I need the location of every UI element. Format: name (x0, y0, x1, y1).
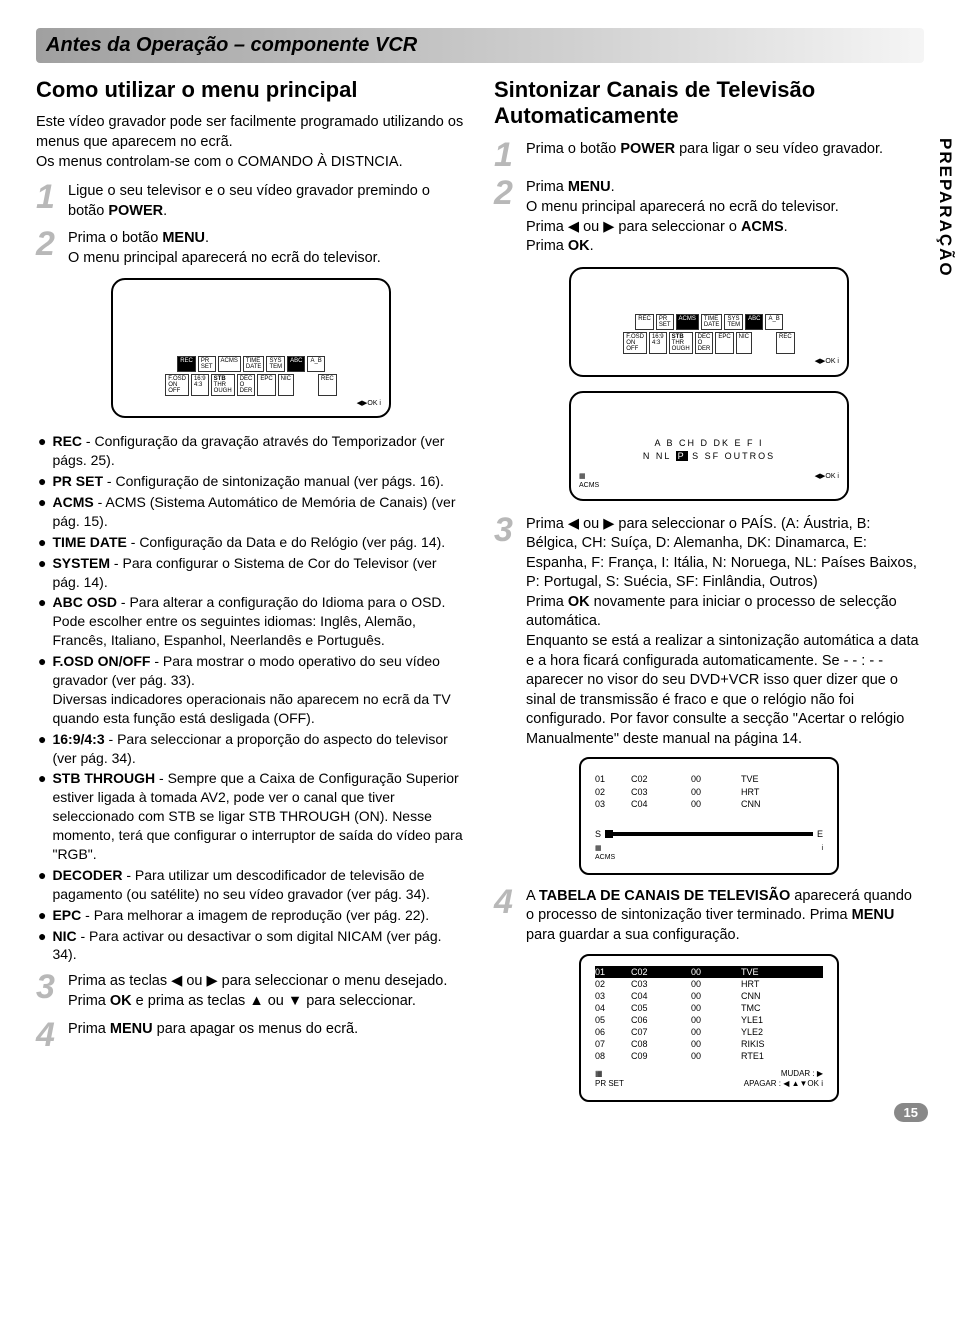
bullet-item: ●TIME DATE - Configuração da Data e do R… (36, 533, 466, 552)
step-number-3: 3 (36, 972, 62, 1003)
bullets-list: ●REC - Configuração da gravação através … (36, 432, 466, 964)
table-row: 02C0300HRT (595, 978, 823, 990)
right-step-4: 4 A TABELA DE CANAIS DE TELEVISÃO aparec… (494, 887, 924, 946)
bullet-item: ●ACMS - ACMS (Sistema Automático de Memó… (36, 493, 466, 531)
channel-table-diagram: 01C0200TVE02C0300HRT03C0400CNN04C0500TMC… (579, 954, 839, 1103)
table-row: 04C0500TMC (595, 1002, 823, 1014)
bullet-item: ●STB THROUGH - Sempre que a Caixa de Con… (36, 769, 466, 863)
bullet-item: ●NIC - Para activar ou desactivar o som … (36, 927, 466, 965)
page-header: Antes da Operação – componente VCR (46, 32, 914, 59)
bullet-item: ●SYSTEM - Para configurar o Sistema de C… (36, 554, 466, 592)
left-step-1: 1 Ligue o seu televisor e o seu vídeo gr… (36, 182, 466, 221)
scan-progress-diagram: 01C0200TVE02C0300HRT03C0400CNN SE ▦ACMSi (579, 757, 839, 874)
bullet-item: ●F.OSD ON/OFF - Para mostrar o modo oper… (36, 652, 466, 728)
left-intro: Este vídeo gravador pode ser facilmente … (36, 113, 466, 172)
table-row: 07C0800RIKIS (595, 1038, 823, 1050)
osd-country-diagram: A B CH D DK E F I N NL P S SF OUTROS ▦AC… (569, 391, 849, 501)
step-number-4: 4 (36, 1020, 62, 1051)
right-step-2: 2 Prima MENU. O menu principal aparecerá… (494, 178, 924, 256)
bullet-item: ●REC - Configuração da gravação através … (36, 432, 466, 470)
table-row: 06C0700YLE2 (595, 1026, 823, 1038)
side-tab: PREPARAÇÃO (929, 130, 960, 286)
table-row: 01C0200TVE (595, 966, 823, 978)
right-step-1: 1 Prima o botão POWER para ligar o seu v… (494, 140, 924, 171)
bullet-item: ●DECODER - Para utilizar um descodificad… (36, 866, 466, 904)
table-row: 03C0400CNN (595, 990, 823, 1002)
bullet-item: ●EPC - Para melhorar a imagem de reprodu… (36, 906, 466, 925)
scan-row: 03C0400CNN (595, 798, 823, 810)
table-row: 08C0900RTE1 (595, 1050, 823, 1062)
bullet-item: ●PR SET - Configuração de sintonização m… (36, 472, 466, 491)
left-title: Como utilizar o menu principal (36, 77, 466, 103)
scan-row: 01C0200TVE (595, 773, 823, 785)
bullet-item: ●16:9/4:3 - Para seleccionar a proporção… (36, 730, 466, 768)
step-number-2: 2 (36, 229, 62, 268)
right-column: Sintonizar Canais de Televisão Automatic… (494, 77, 924, 1114)
header-bar: Antes da Operação – componente VCR (36, 28, 924, 63)
osd-acms-diagram: REC PRSET ACMS TIMEDATE SYSTEM ABC A_B F… (569, 267, 849, 377)
scan-row: 02C0300HRT (595, 786, 823, 798)
table-row: 05C0600YLE1 (595, 1014, 823, 1026)
right-title: Sintonizar Canais de Televisão Automatic… (494, 77, 924, 130)
osd-main-menu-diagram: REC PRSET ACMS TIMEDATE SYSTEM ABC A_B F… (111, 278, 391, 418)
left-step-4: 4 Prima MENU para apagar os menus do ecr… (36, 1020, 466, 1051)
step-number-1: 1 (36, 182, 62, 221)
right-step-3: 3 Prima ◀ ou ▶ para seleccionar o PAÍS. … (494, 515, 924, 750)
left-step-3: 3 Prima as teclas ◀ ou ▶ para selecciona… (36, 972, 466, 1011)
left-step-2: 2 Prima o botão MENU. O menu principal a… (36, 229, 466, 268)
osd-icon-row: REC PRSET ACMS TIMEDATE SYSTEM ABC A_B (121, 356, 381, 372)
page-number: 15 (894, 1103, 928, 1123)
left-column: Como utilizar o menu principal Este víde… (36, 77, 466, 1114)
bullet-item: ●ABC OSD - Para alterar a configuração d… (36, 593, 466, 650)
